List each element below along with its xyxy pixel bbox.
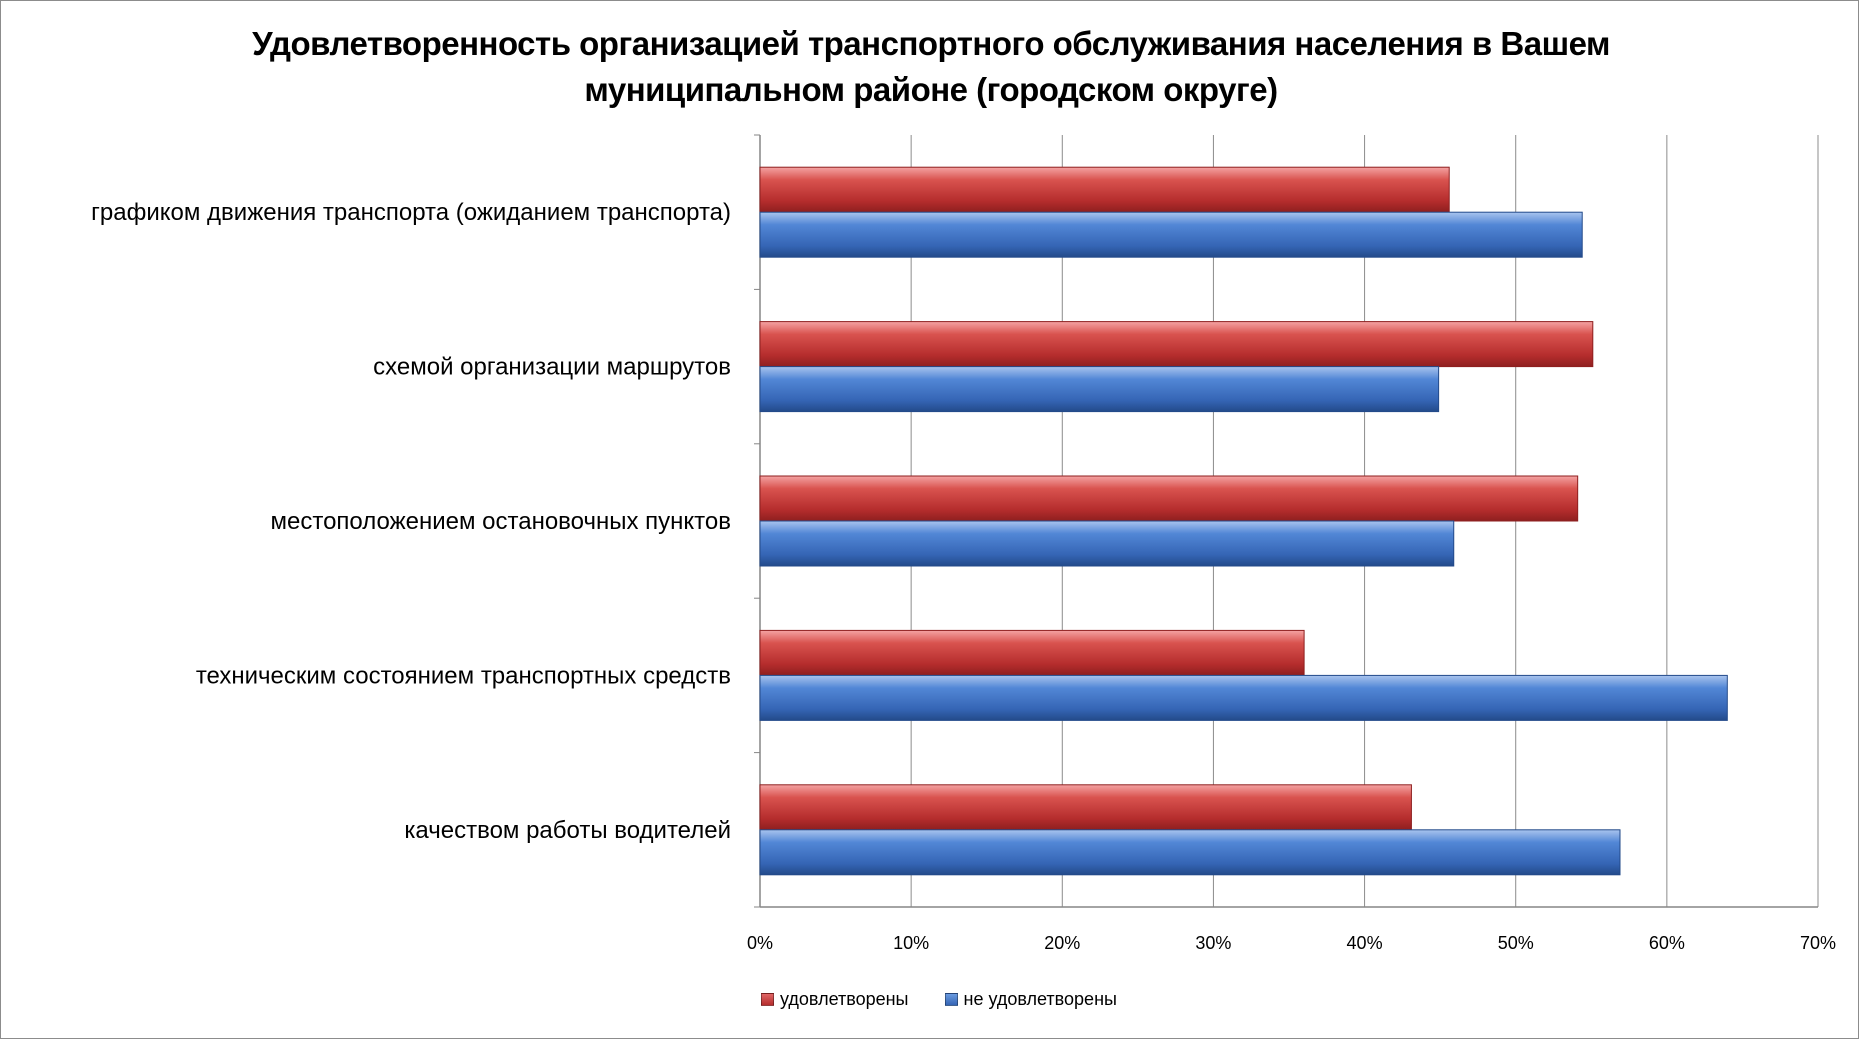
legend-label-not-satisfied: не удовлетворены [963, 989, 1117, 1009]
category-label-1: графиком движения транспорта (ожиданием … [91, 199, 731, 226]
x-tick-label: 70% [1800, 933, 1836, 953]
category-label-4: техническим состоянием транспортных сред… [196, 662, 731, 689]
chart-title-line-2: муниципальном районе (городском округе) [584, 71, 1278, 108]
bar-not-satisfied-1 [759, 211, 1583, 258]
bar-satisfied-3 [759, 475, 1579, 522]
gridlines [754, 134, 1819, 908]
bars [759, 166, 1728, 876]
x-tick-label: 0% [747, 933, 773, 953]
bar-not-satisfied-5 [759, 829, 1621, 876]
category-label-3: местоположением остановочных пунктов [271, 508, 732, 535]
legend-item-not-satisfied: не удовлетворены [944, 989, 1117, 1010]
bar-satisfied-1 [759, 166, 1450, 213]
x-tick-label: 60% [1649, 933, 1685, 953]
legend-label-satisfied: удовлетворены [780, 989, 909, 1009]
category-label-5: качеством работы водителей [404, 817, 731, 844]
category-label-2: схемой организации маршрутов [373, 354, 731, 381]
legend-swatch-not-satisfied [944, 993, 958, 1006]
legend-item-satisfied: удовлетворены [761, 989, 909, 1010]
bar-satisfied-4 [759, 629, 1305, 676]
x-tick-label: 10% [893, 933, 929, 953]
bar-not-satisfied-2 [759, 366, 1440, 413]
chart-title: Удовлетворенность организацией транспорт… [181, 21, 1681, 113]
bar-not-satisfied-3 [759, 520, 1455, 567]
x-tick-label: 20% [1044, 933, 1080, 953]
legend-swatch-satisfied [761, 993, 774, 1006]
legend: удовлетворены не удовлетворены [761, 989, 1117, 1010]
x-tick-label: 50% [1498, 933, 1534, 953]
x-tick-label: 30% [1195, 933, 1231, 953]
x-axis-ticks: 0% 10% 20% 30% 40% 50% 60% 70% [747, 933, 1836, 953]
chart-title-line-1: Удовлетворенность организацией транспорт… [252, 25, 1610, 62]
bar-not-satisfied-4 [759, 674, 1728, 721]
bar-satisfied-5 [759, 784, 1412, 831]
category-labels: графиком движения транспорта (ожиданием … [91, 199, 731, 844]
bar-satisfied-2 [759, 321, 1594, 368]
x-tick-label: 40% [1347, 933, 1383, 953]
